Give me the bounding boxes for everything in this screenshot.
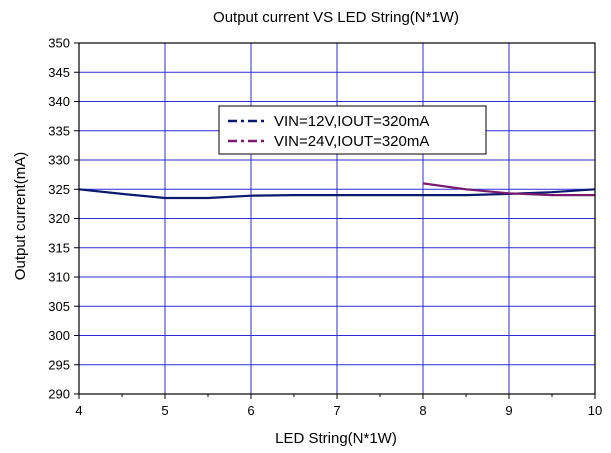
x-tick-label: 4 — [75, 403, 82, 418]
x-tick-label: 9 — [505, 403, 512, 418]
legend-label: VIN=24V,IOUT=320mA — [274, 133, 429, 150]
x-tick-label: 7 — [333, 403, 340, 418]
y-tick-label: 340 — [48, 94, 70, 109]
series-line-2 — [422, 182, 595, 197]
legend: VIN=12V,IOUT=320mA VIN=24V,IOUT=320mA — [218, 105, 487, 155]
axis-ticks — [74, 42, 596, 399]
y-axis-label: Output current(mA) — [12, 152, 29, 280]
y-tick-label: 330 — [48, 153, 70, 168]
y-tick-label: 300 — [48, 328, 70, 343]
series-lines — [78, 182, 596, 200]
y-tick-label: 315 — [48, 240, 70, 255]
grid — [79, 43, 595, 394]
legend-box — [218, 105, 487, 155]
y-tick-label: 335 — [48, 123, 70, 138]
y-tick-label: 305 — [48, 299, 70, 314]
y-tick-label: 345 — [48, 65, 70, 80]
legend-label: VIN=12V,IOUT=320mA — [274, 113, 429, 130]
y-tick-label: 290 — [48, 387, 70, 402]
x-tick-label: 5 — [161, 403, 168, 418]
chart-title: Output current VS LED String(N*1W) — [213, 9, 459, 26]
x-tick-labels: 4 5 6 7 8 9 10 — [75, 403, 602, 418]
x-tick-label: 8 — [419, 403, 426, 418]
y-tick-label: 320 — [48, 211, 70, 226]
y-tick-label: 350 — [48, 36, 70, 51]
x-tick-label: 6 — [247, 403, 254, 418]
x-tick-label: 10 — [588, 403, 602, 418]
x-axis-label: LED String(N*1W) — [275, 430, 397, 447]
y-tick-labels: 290 295 300 305 310 315 320 325 330 335 340 345 350 — [48, 36, 70, 402]
y-tick-label: 295 — [48, 357, 70, 372]
y-tick-label: 325 — [48, 182, 70, 197]
y-tick-label: 310 — [48, 270, 70, 285]
